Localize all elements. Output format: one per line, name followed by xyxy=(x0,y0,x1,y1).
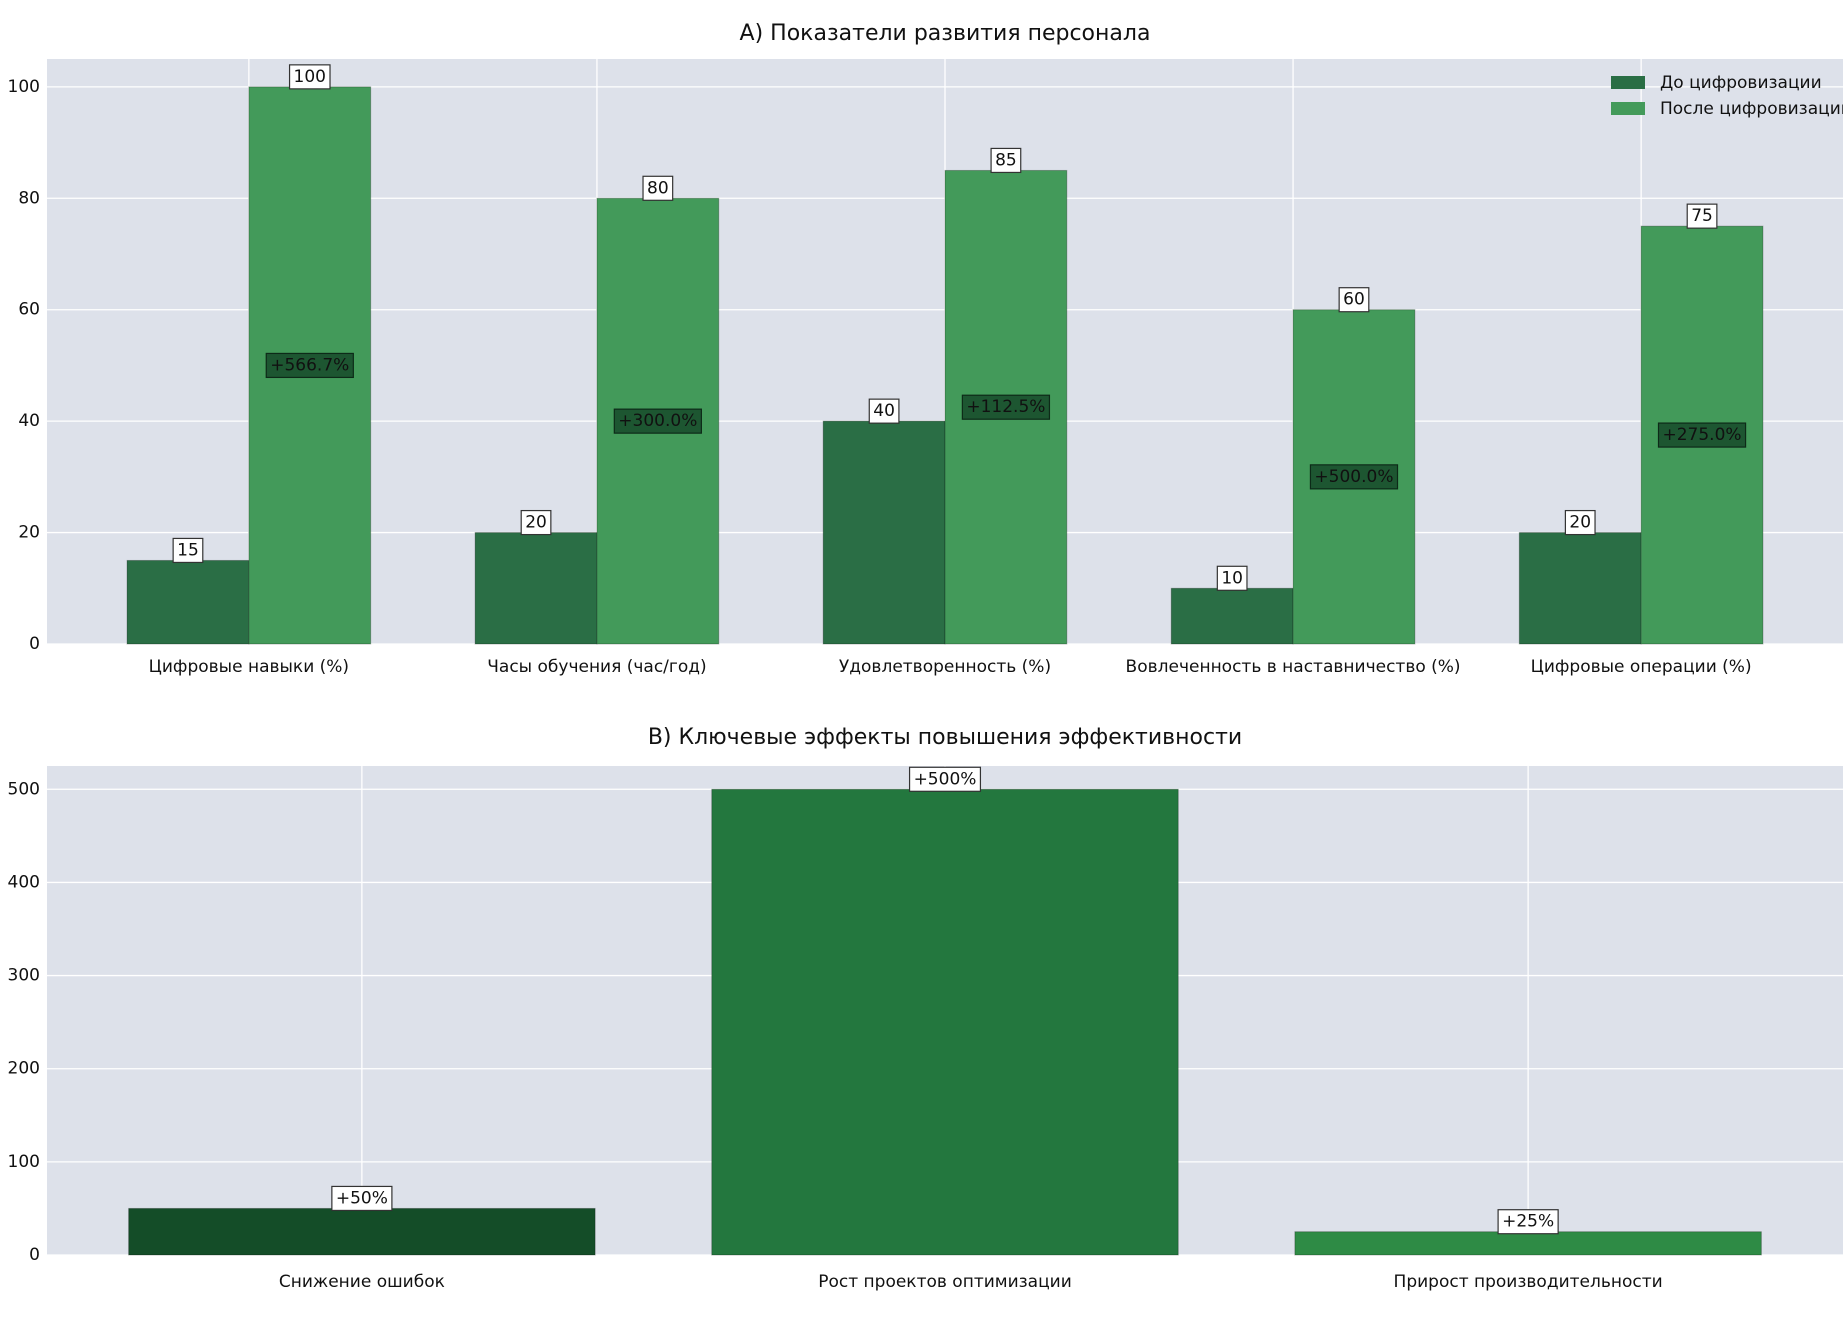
legend-swatch xyxy=(1611,102,1645,115)
value-label: +25% xyxy=(1502,1212,1554,1232)
value-label: +500% xyxy=(914,769,977,789)
value-label-group: 20 xyxy=(520,509,552,536)
x-tick-label: Вовлеченность в наставничество (%) xyxy=(1126,657,1461,677)
bar xyxy=(711,788,1179,1256)
value-label-group: 100 xyxy=(288,64,331,90)
change-annotation-box xyxy=(1657,422,1747,448)
y-tick-label: 60 xyxy=(18,300,40,320)
x-tick-label: Прирост производительности xyxy=(1394,1272,1663,1292)
change-annotation-box xyxy=(1309,464,1399,490)
value-label-box xyxy=(1686,203,1718,229)
value-label-group: +50% xyxy=(331,1185,393,1212)
bar xyxy=(474,532,598,645)
change-annotation: +566.7% xyxy=(270,355,349,375)
y-tick-label: 200 xyxy=(8,1059,40,1079)
value-label-box xyxy=(1338,287,1370,313)
value-label-group: 15 xyxy=(172,537,204,564)
y-tick-label: 0 xyxy=(29,634,40,654)
legend-label: До цифровизации xyxy=(1660,73,1822,93)
change-annotation: +275.0% xyxy=(1662,425,1741,445)
value-label-box xyxy=(331,1185,393,1212)
change-annotation-group: +112.5% xyxy=(961,394,1051,420)
y-tick-label: 40 xyxy=(18,411,40,431)
bar xyxy=(126,559,250,645)
value-label: +50% xyxy=(336,1188,388,1208)
value-label-box xyxy=(520,509,552,536)
value-label-group: +25% xyxy=(1497,1209,1559,1235)
change-annotation-box xyxy=(265,352,354,379)
x-tick-label: Удовлетворенность (%) xyxy=(839,657,1051,677)
value-label-box xyxy=(642,175,674,201)
bar xyxy=(1294,1231,1762,1256)
chart-title: A) Показатели развития персонала xyxy=(740,21,1151,46)
y-tick-label: 100 xyxy=(8,77,40,97)
bar xyxy=(1170,587,1294,645)
value-label: 60 xyxy=(1343,290,1365,310)
y-tick-label: 100 xyxy=(8,1152,40,1172)
y-tick-label: 500 xyxy=(8,779,40,799)
value-label-box xyxy=(1564,509,1596,536)
change-annotation-box xyxy=(613,408,702,434)
value-label: 15 xyxy=(177,540,199,560)
value-label: 80 xyxy=(647,178,669,198)
change-annotation-group: +566.7% xyxy=(265,352,354,379)
x-tick-label: Снижение ошибок xyxy=(279,1272,445,1292)
y-tick-label: 0 xyxy=(29,1245,40,1265)
value-label-group: +500% xyxy=(908,766,982,792)
value-label-box xyxy=(1216,565,1248,591)
x-tick-label: Рост проектов оптимизации xyxy=(818,1272,1072,1292)
value-label-group: 40 xyxy=(868,398,900,424)
legend-swatch xyxy=(1611,76,1645,89)
y-tick-label: 300 xyxy=(8,966,40,986)
value-label-group: 60 xyxy=(1338,287,1370,313)
change-annotation: +112.5% xyxy=(966,397,1045,417)
value-label-group: 85 xyxy=(990,147,1022,174)
change-annotation: +500.0% xyxy=(1314,467,1393,487)
value-label-box xyxy=(172,537,204,564)
y-tick-label: 20 xyxy=(18,523,40,543)
x-tick-label: Часы обучения (час/год) xyxy=(487,657,706,677)
change-annotation-box xyxy=(961,394,1051,420)
change-annotation-group: +500.0% xyxy=(1309,464,1399,490)
x-tick-label: Цифровые операции (%) xyxy=(1531,657,1752,677)
bar xyxy=(128,1207,596,1256)
value-label: 100 xyxy=(294,67,326,87)
y-tick-label: 400 xyxy=(8,872,40,892)
value-label: 75 xyxy=(1691,206,1713,226)
legend-label: После цифровизации xyxy=(1660,99,1843,119)
value-label-group: 20 xyxy=(1564,509,1596,536)
x-tick-label: Цифровые навыки (%) xyxy=(149,657,349,677)
value-label: 20 xyxy=(525,513,547,533)
value-label-box xyxy=(288,64,331,90)
value-label-box xyxy=(1497,1209,1559,1235)
value-label-box xyxy=(868,398,900,424)
value-label: 40 xyxy=(873,401,895,421)
chart-title: B) Ключевые эффекты повышения эффективно… xyxy=(648,725,1242,750)
change-annotation-group: +300.0% xyxy=(613,408,702,434)
value-label-box xyxy=(908,766,982,792)
value-label: 10 xyxy=(1221,568,1243,588)
bar xyxy=(1518,532,1642,645)
change-annotation-group: +275.0% xyxy=(1657,422,1747,448)
value-label-group: 75 xyxy=(1686,203,1718,229)
value-label-box xyxy=(990,147,1022,174)
value-label-group: 80 xyxy=(642,175,674,201)
bar xyxy=(822,420,946,645)
value-label: 85 xyxy=(995,150,1017,170)
y-tick-label: 80 xyxy=(18,188,40,208)
change-annotation: +300.0% xyxy=(618,411,697,431)
value-label: 20 xyxy=(1569,513,1591,533)
value-label-group: 10 xyxy=(1216,565,1248,591)
